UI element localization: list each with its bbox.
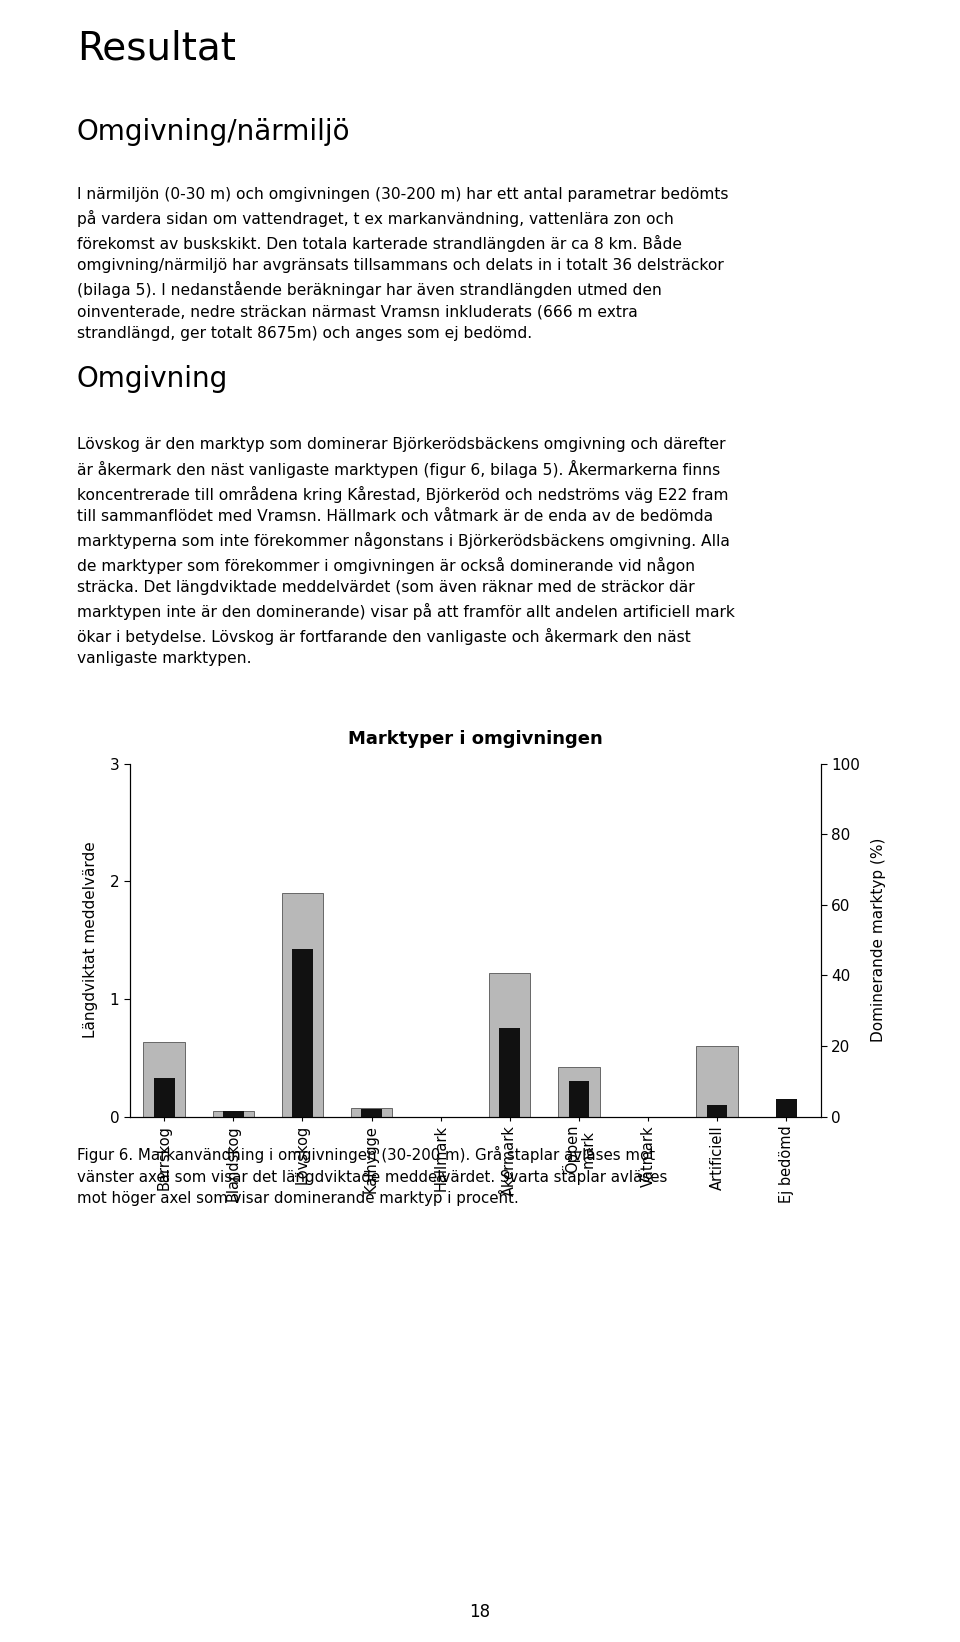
Bar xyxy=(292,949,313,1117)
Bar xyxy=(154,1077,175,1117)
Bar xyxy=(489,974,531,1117)
Title: Marktyper i omgivningen: Marktyper i omgivningen xyxy=(348,731,603,749)
Y-axis label: Längdviktat meddelvärde: Längdviktat meddelvärde xyxy=(84,842,98,1038)
Bar xyxy=(212,1110,254,1117)
Text: I närmiljön (0-30 m) och omgivningen (30-200 m) har ett antal parametrar bedömts: I närmiljön (0-30 m) och omgivningen (30… xyxy=(77,187,729,342)
Text: Lövskog är den marktyp som dominerar Björkerödsbäckens omgivning och därefter
är: Lövskog är den marktyp som dominerar Bjö… xyxy=(77,437,734,667)
Bar xyxy=(223,1112,244,1117)
Bar xyxy=(776,1098,797,1117)
Text: Figur 6. Markanvändning i omgivningen (30-200 m). Grå staplar avläses mot
vänste: Figur 6. Markanvändning i omgivningen (3… xyxy=(77,1146,667,1207)
Text: Omgivning/närmiljö: Omgivning/närmiljö xyxy=(77,118,350,146)
Text: Resultat: Resultat xyxy=(77,30,235,67)
Bar xyxy=(350,1108,393,1117)
Bar xyxy=(281,893,324,1117)
Bar xyxy=(707,1105,728,1117)
Bar xyxy=(558,1067,600,1117)
Bar xyxy=(143,1043,185,1117)
Bar xyxy=(696,1046,738,1117)
Text: 18: 18 xyxy=(469,1603,491,1621)
Bar xyxy=(499,1028,520,1117)
Text: Omgivning: Omgivning xyxy=(77,365,228,392)
Y-axis label: Dominerande marktyp (%): Dominerande marktyp (%) xyxy=(872,837,886,1043)
Bar xyxy=(568,1080,589,1117)
Bar xyxy=(361,1108,382,1117)
